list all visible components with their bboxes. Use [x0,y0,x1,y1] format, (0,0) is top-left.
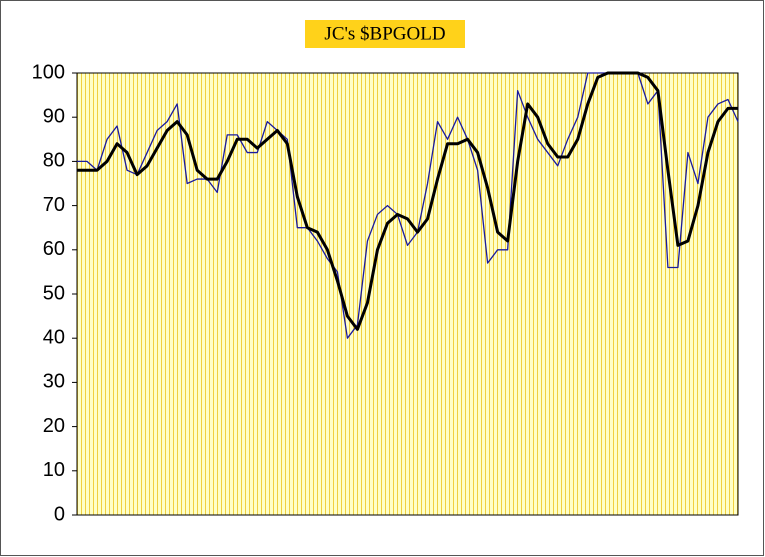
y-tick-label: 0 [54,503,65,525]
y-tick-label: 30 [43,371,65,393]
plot-hatching [77,73,738,515]
y-tick-label: 70 [43,194,65,216]
y-tick-label: 80 [43,150,65,172]
series-line [77,71,738,331]
y-tick-label: 100 [32,61,65,83]
chart-title: JC's $BPGOLD [324,23,445,44]
y-tick-label: 90 [43,105,65,127]
y-tick-label: 10 [43,459,65,481]
y-tick-label: 40 [43,326,65,348]
y-tick-label: 20 [43,415,65,437]
y-tick-label: 60 [43,238,65,260]
y-tick-label: 50 [43,282,65,304]
title-box [305,20,465,48]
